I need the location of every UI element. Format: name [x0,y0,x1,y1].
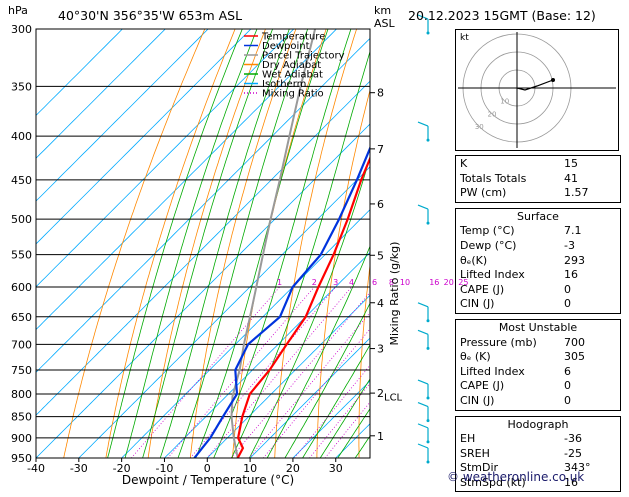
hodograph-title: Hodograph [460,418,616,433]
most-unstable-row: Pressure (mb)700 [460,336,616,351]
hodograph-ring-label: 10 [500,98,509,106]
mixing-ratio-label: 3 [333,278,338,287]
pressure-tick-label: 600 [11,281,32,294]
km-tick-label: 2 [377,387,384,400]
pressure-tick-label: 450 [11,174,32,187]
datetime-label: 20.12.2023 15GMT (Base: 12) [408,8,596,23]
legend-label: Mixing Ratio [262,89,324,100]
mixing-ratio-line [190,287,335,458]
surface-row: CAPE (J)0 [460,283,616,298]
wind-barb-dot [427,440,430,443]
temp-tick-label: -30 [70,462,88,475]
hodograph-ring-label: 20 [488,110,497,118]
location-label: 40°30'N 356°35'W 653m ASL [58,8,242,23]
surface-box: Surface Temp (°C)7.1 Dewp (°C)-3 θₑ(K)29… [455,208,621,314]
wind-barb-dot [427,347,430,350]
wind-barb-dot [427,419,430,422]
mixing-ratio-line [231,287,374,458]
temp-tick-label: -40 [27,462,45,475]
wind-barb-dot [427,32,430,35]
surface-row: θₑ(K)293 [460,254,616,269]
surface-title: Surface [460,210,616,225]
mixing-ratio-label: 16 [429,278,439,287]
wind-barb-flag [418,444,428,448]
hodograph-storm-dot [551,78,555,82]
hodograph-row: SREH-25 [460,447,616,462]
mixing-ratio-label: 4 [349,278,354,287]
pressure-tick-label: 500 [11,213,32,226]
pressure-tick-label: 700 [11,338,32,351]
hodograph-kt-label: kt [460,33,469,43]
km-tick-label: 7 [377,143,384,156]
wind-barb-flag [418,330,428,334]
hodograph-row: EH-36 [460,432,616,447]
wind-barb-dot [427,222,430,225]
temp-tick-label: 30 [329,462,343,475]
pressure-tick-label: 350 [11,80,32,93]
pressure-tick-label: 750 [11,364,32,377]
mixing-ratio-line [294,287,434,458]
km-axis-title: km [374,4,391,17]
pressure-tick-label: 850 [11,411,32,424]
most-unstable-title: Most Unstable [460,321,616,336]
surface-row: CIN (J)0 [460,297,616,312]
wind-barb-flag [418,424,428,428]
km-tick-label: 6 [377,198,384,211]
surface-row: Dewp (°C)-3 [460,239,616,254]
wind-barb-dot [427,319,430,322]
dry-adiabat-line [400,29,448,458]
km-tick-label: 5 [377,249,384,262]
x-axis-title: Dewpoint / Temperature (°C) [122,473,294,486]
dry-adiabat-line [622,29,629,458]
lcl-label: LCL [384,392,403,403]
km-tick-label: 1 [377,430,384,443]
mixing-ratio-label: 20 [444,278,454,287]
wet-adiabat-line [120,29,257,477]
mixing-ratio-label: 6 [372,278,377,287]
most-unstable-row: CIN (J)0 [460,394,616,409]
wind-barb-flag [418,303,428,307]
mixing-ratio-label: 1 [277,278,282,287]
most-unstable-row: θₑ (K)305 [460,350,616,365]
mixing-ratio-line [207,287,352,458]
km-tick-label: 4 [377,297,384,310]
wind-barb-dot [427,139,430,142]
asl-axis-title: ASL [374,17,395,30]
mixing-ratio-axis-title: Mixing Ratio (g/kg) [388,242,401,346]
surface-row: Temp (°C)7.1 [460,224,616,239]
pressure-tick-label: 300 [11,23,32,36]
pressure-tick-label: 650 [11,311,32,324]
wet-adiabat-line [137,29,273,477]
pressure-tick-label: 800 [11,388,32,401]
wind-barb-flag [418,403,428,407]
index-row-pw: PW (cm)1.57 [460,186,616,201]
pressure-tick-label: 400 [11,130,32,143]
km-tick-label: 8 [377,87,384,100]
most-unstable-box: Most Unstable Pressure (mb)700 θₑ (K)305… [455,319,621,411]
wind-barb-flag [418,205,428,209]
pressure-tick-label: 900 [11,432,32,445]
hpa-axis-title: hPa [8,4,28,17]
wind-barb-dot [427,461,430,464]
most-unstable-row: CAPE (J)0 [460,379,616,394]
km-tick-label: 3 [377,343,384,356]
wind-barb-flag [418,380,428,384]
wind-barb-flag [418,122,428,126]
mixing-ratio-label: 2 [312,278,317,287]
pressure-tick-label: 550 [11,249,32,262]
wind-barb-dot [427,397,430,400]
hodograph-ring-label: 30 [475,123,484,131]
mixing-ratio-label: 10 [400,278,410,287]
credit-link[interactable]: © weatheronline.co.uk [447,470,584,484]
